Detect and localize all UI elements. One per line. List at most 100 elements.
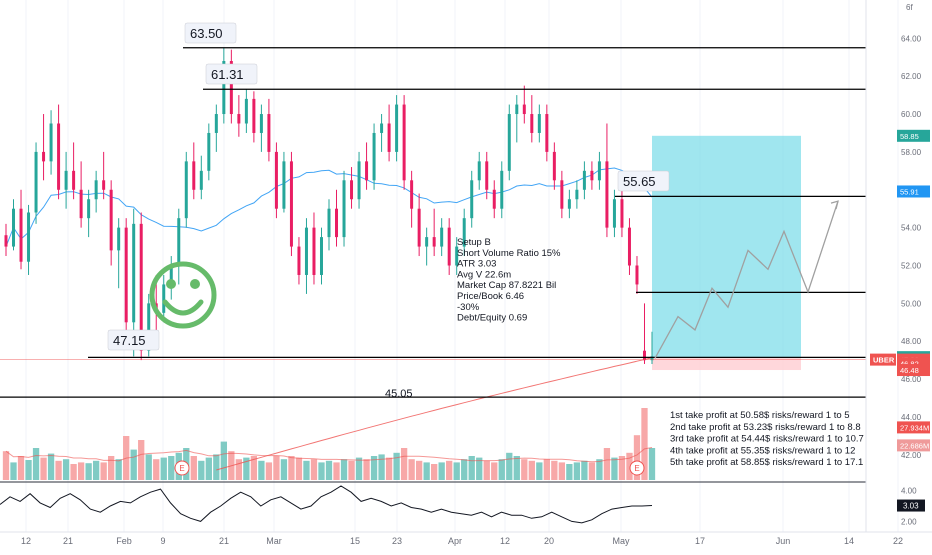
level-label-55: 55.65 xyxy=(617,170,670,192)
candle-body xyxy=(492,189,496,209)
price-tick-label: 62.00 xyxy=(901,72,922,81)
candle-body xyxy=(605,161,609,228)
candle-body xyxy=(642,350,646,361)
volume-bar xyxy=(153,459,160,480)
volume-bar xyxy=(40,457,47,480)
candle-body xyxy=(455,246,459,266)
price-badge-box xyxy=(897,185,930,198)
volume-bar xyxy=(596,459,603,480)
candle-body xyxy=(470,180,474,219)
info-text-line: Debt/Equity 0.69 xyxy=(457,313,527,324)
price-badge-box xyxy=(897,129,930,142)
oscillator-line xyxy=(0,485,653,524)
candle-body xyxy=(12,208,16,247)
candle-body xyxy=(117,227,121,251)
price-tick-label: 58.00 xyxy=(901,148,922,157)
candle-body xyxy=(500,170,504,209)
level-label-61-box xyxy=(205,63,258,85)
take-profit-line: 1st take profit at 50.58$ risks/reward 1… xyxy=(670,410,850,421)
volume-bar xyxy=(573,462,581,480)
volume-bar xyxy=(85,463,92,480)
candle-body xyxy=(304,227,308,275)
time-tick-label: Apr xyxy=(448,536,462,546)
candle-body xyxy=(72,170,76,190)
volume-bar xyxy=(333,462,340,480)
candle-body xyxy=(229,61,233,115)
volume-bar xyxy=(160,457,167,480)
candle-body xyxy=(575,189,579,200)
time-tick-label: 17 xyxy=(695,536,705,546)
candle-body xyxy=(57,123,61,190)
candle-body xyxy=(132,223,136,323)
volume-bar xyxy=(348,460,355,480)
price-tick-label: 44.00 xyxy=(901,413,922,422)
price-badge: 46.48 xyxy=(897,364,930,377)
volume-bar xyxy=(611,457,618,480)
smiley-icon xyxy=(149,261,217,329)
symbol-badge-text: UBER xyxy=(873,356,895,365)
price-tick-label: 64.00 xyxy=(901,34,922,43)
candle-body xyxy=(620,199,624,228)
candle-body xyxy=(590,170,594,181)
candle-body xyxy=(530,114,534,133)
candle-body xyxy=(312,227,316,275)
volume-bar xyxy=(491,462,498,480)
candle-body xyxy=(199,170,203,190)
candle-body xyxy=(372,132,376,181)
volume-bar xyxy=(641,408,648,480)
price-badge: 27.934M xyxy=(897,421,930,434)
oscillator-pane: 4.00 3.03 2.00 xyxy=(0,481,925,526)
volume-bar xyxy=(318,462,325,480)
candle-body xyxy=(297,246,301,275)
volume-bar xyxy=(280,459,288,480)
volume-bar xyxy=(393,452,400,480)
price-badge-text: 27.934M xyxy=(900,423,929,432)
projection-arrowhead xyxy=(830,200,839,210)
price-levels[interactable]: 63.50 61.31 55.65 47.15 45.05 xyxy=(0,22,866,400)
candle-body xyxy=(64,170,68,190)
candle-body xyxy=(395,104,399,152)
volume-bar xyxy=(648,448,656,480)
candle-body xyxy=(597,161,601,181)
symbol-badge-box xyxy=(870,353,896,366)
time-tick-label: 12 xyxy=(21,536,31,546)
volume-bar xyxy=(25,460,32,480)
volume-bar xyxy=(385,457,393,480)
price-badge: 58.85 xyxy=(897,129,930,142)
volume-bar xyxy=(340,459,348,480)
volume-bar xyxy=(588,462,596,480)
candle-body xyxy=(342,180,346,238)
candle-body xyxy=(447,227,451,266)
candle-body xyxy=(477,161,481,181)
volume-bar xyxy=(378,454,385,480)
candle-body xyxy=(522,104,526,115)
candle-body xyxy=(237,114,241,124)
volume-bar xyxy=(603,448,611,480)
volume-bar xyxy=(521,459,528,480)
level-label-63-box xyxy=(184,22,237,44)
time-tick-label: Feb xyxy=(116,536,132,546)
price-badge: UBER xyxy=(870,353,896,366)
price-badge: 55.91 xyxy=(897,185,930,198)
volume-bar xyxy=(288,456,295,480)
stop-zone xyxy=(652,357,801,371)
take-profit-line: 4th take profit at 55.35$ risks/reward 1… xyxy=(670,445,855,456)
candle-body xyxy=(432,237,436,247)
smiley-left-eye xyxy=(166,279,176,289)
smiley-face-outline xyxy=(149,261,217,329)
candle-body xyxy=(627,227,631,266)
candle-body xyxy=(380,123,384,133)
candle-body xyxy=(357,161,361,200)
volume-bar xyxy=(190,456,197,480)
volume-bar xyxy=(258,460,265,480)
price-tick-label: 48.00 xyxy=(901,337,922,346)
candle-body xyxy=(259,114,263,133)
candle-body xyxy=(650,356,654,361)
candle-body xyxy=(207,132,211,171)
price-tick-label: 42.00 xyxy=(901,451,922,460)
earnings-marker-label: E xyxy=(634,464,639,473)
take-profit-line: 2nd take profit at 53.23$ risks/reward 1… xyxy=(670,422,861,433)
price-badge-text: 22.686M xyxy=(900,441,929,450)
level-label-63: 63.50 xyxy=(184,22,237,44)
